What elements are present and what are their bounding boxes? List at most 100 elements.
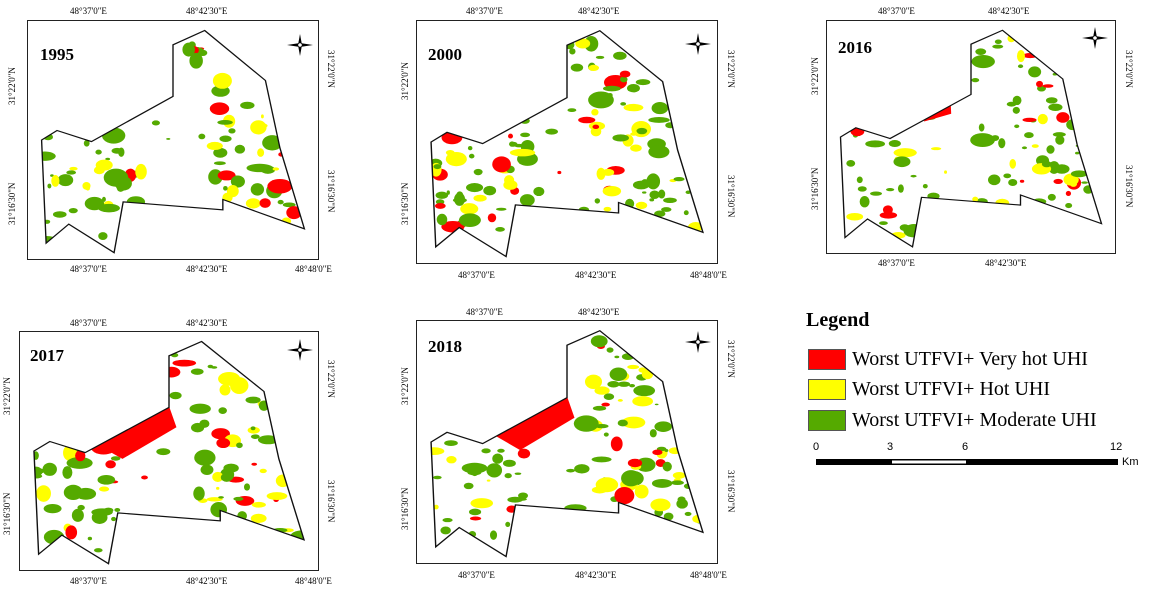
uhi-patch	[218, 372, 241, 386]
uhi-patch	[846, 160, 856, 167]
legend-label: Worst UTFVI+ Moderate UHI	[852, 409, 1097, 431]
bottom-tick: 48°42'30"E	[575, 570, 617, 580]
uhi-patch	[685, 190, 691, 194]
uhi-patch	[1017, 64, 1024, 69]
uhi-patch	[574, 464, 590, 474]
uhi-patch	[97, 475, 116, 485]
uhi-patch	[220, 472, 233, 482]
uhi-patch	[250, 513, 267, 524]
uhi-patch	[98, 232, 108, 240]
year-label: 1995	[40, 45, 74, 64]
uhi-patch	[62, 466, 73, 479]
right-tick: 31°16'30"N	[326, 480, 336, 523]
uhi-patch	[166, 137, 171, 140]
uhi-patch	[577, 505, 584, 510]
uhi-patch	[200, 464, 214, 475]
bottom-tick: 48°42'30"E	[575, 270, 617, 280]
uhi-patch	[614, 487, 635, 505]
uhi-patch	[634, 484, 649, 499]
bottom-tick: 48°37'0"E	[878, 258, 915, 268]
uhi-patch	[36, 485, 51, 502]
uhi-patch	[1037, 113, 1048, 125]
uhi-patch	[591, 456, 612, 463]
uhi-patch	[245, 396, 261, 404]
uhi-patch	[633, 385, 656, 397]
uhi-patch	[609, 367, 628, 381]
uhi-patch	[971, 77, 980, 83]
uhi-patch	[610, 436, 623, 452]
uhi-patch	[445, 149, 455, 156]
uhi-patch	[213, 147, 228, 158]
uhi-patch	[520, 132, 531, 138]
uhi-patch	[1012, 95, 1022, 106]
uhi-patch	[172, 359, 197, 367]
uhi-patch	[1019, 179, 1025, 183]
legend-swatch	[808, 410, 846, 431]
uhi-patch	[1045, 97, 1058, 104]
uhi-patch	[573, 415, 599, 432]
uhi-patch	[888, 140, 901, 148]
legend-title: Legend	[806, 309, 870, 331]
uhi-patch	[603, 206, 612, 212]
uhi-patch	[75, 450, 86, 462]
uhi-patch	[41, 151, 56, 161]
scale-label: 12	[1110, 441, 1123, 453]
uhi-patch	[228, 128, 236, 134]
uhi-patch	[251, 462, 258, 466]
uhi-patch	[897, 184, 904, 193]
uhi-patch	[670, 480, 684, 486]
uhi-patch	[496, 207, 507, 211]
uhi-patch	[1055, 135, 1065, 145]
uhi-patch	[1012, 106, 1020, 114]
map-frame	[27, 20, 319, 260]
uhi-patch	[43, 504, 62, 514]
uhi-patch	[595, 55, 605, 59]
uhi-patch	[630, 132, 637, 136]
uhi-patch	[893, 148, 917, 158]
left-tick: 31°22'0"N	[810, 57, 820, 95]
right-tick: 31°16'30"N	[726, 470, 736, 513]
bottom-tick: 48°37'0"E	[458, 270, 495, 280]
uhi-patch	[545, 128, 558, 135]
legend-swatch	[808, 349, 846, 370]
scale-label: 3	[887, 441, 894, 453]
uhi-patch	[592, 405, 607, 411]
uhi-patch	[603, 432, 609, 437]
uhi-patch	[654, 421, 673, 432]
uhi-patch	[998, 138, 1006, 149]
uhi-patch	[944, 170, 948, 174]
city-boundary	[430, 29, 704, 258]
uhi-patch	[230, 175, 245, 188]
uhi-patch	[219, 384, 231, 396]
uhi-patch	[632, 396, 654, 407]
uhi-patch	[262, 135, 283, 151]
uhi-patch	[621, 470, 641, 487]
bottom-tick: 48°42'30"E	[186, 264, 228, 274]
uhi-patch	[930, 147, 942, 151]
uhi-patch	[649, 190, 660, 199]
uhi-patch	[578, 116, 596, 124]
uhi-patch	[649, 429, 657, 438]
uhi-patch	[617, 419, 628, 427]
right-tick: 31°16'30"N	[1124, 165, 1134, 208]
uhi-patch	[504, 473, 512, 479]
uhi-patch	[635, 201, 648, 210]
uhi-patch	[1081, 181, 1088, 184]
uhi-patch	[519, 194, 535, 207]
uhi-patch	[95, 149, 102, 155]
uhi-patch	[250, 120, 267, 135]
city-map	[33, 340, 306, 565]
uhi-patch	[662, 461, 672, 472]
uhi-patch	[518, 492, 529, 499]
uhi-patch	[114, 508, 121, 512]
uhi-patch	[473, 194, 487, 202]
uhi-patch	[212, 471, 224, 482]
uhi-patch	[661, 207, 672, 212]
uhi-patch	[156, 448, 171, 456]
uhi-patch	[648, 145, 670, 159]
uhi-patch	[602, 168, 615, 176]
uhi-patch	[467, 145, 473, 151]
uhi-patch	[1031, 144, 1039, 148]
uhi-patch	[1065, 190, 1072, 197]
bottom-tick: 48°42'30"E	[186, 576, 228, 586]
